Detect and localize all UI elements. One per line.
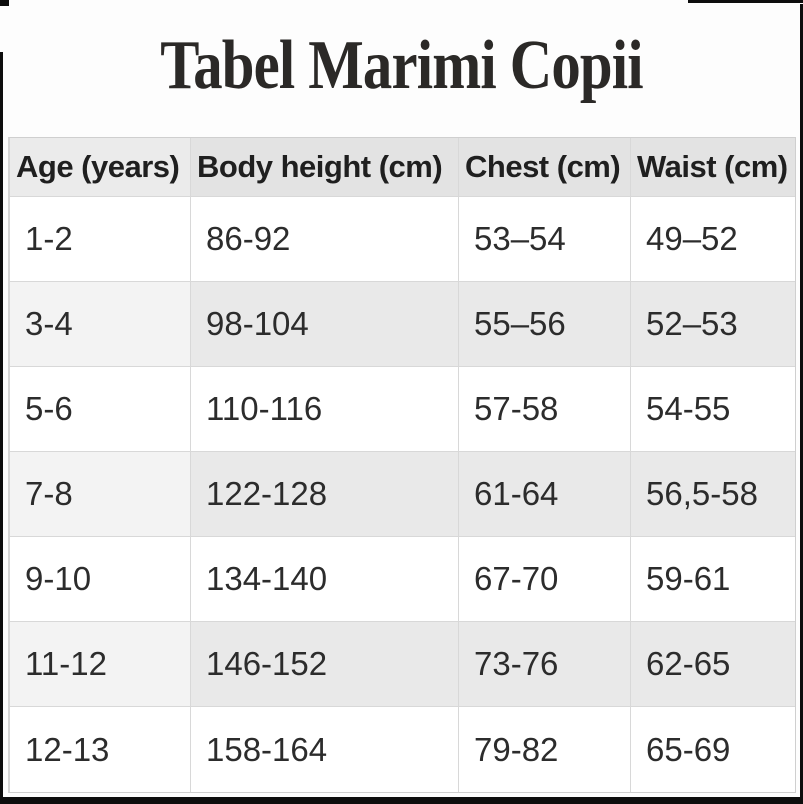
table-cell: 12-13 bbox=[10, 707, 191, 792]
table-cell: 11-12 bbox=[10, 622, 191, 707]
table-cell: 55–56 bbox=[459, 282, 631, 367]
table-cell: 54-55 bbox=[631, 367, 795, 452]
table-cell: 134-140 bbox=[191, 537, 459, 622]
table-cell: 67-70 bbox=[459, 537, 631, 622]
table-cell: 65-69 bbox=[631, 707, 795, 792]
table-cell: 79-82 bbox=[459, 707, 631, 792]
table-cell: 86-92 bbox=[191, 197, 459, 282]
table-cell: 62-65 bbox=[631, 622, 795, 707]
header-cell: Chest (cm) bbox=[459, 138, 631, 197]
table-cell: 122-128 bbox=[191, 452, 459, 537]
table-cell: 3-4 bbox=[10, 282, 191, 367]
table-cell: 98-104 bbox=[191, 282, 459, 367]
table-cell: 73-76 bbox=[459, 622, 631, 707]
table-cell: 146-152 bbox=[191, 622, 459, 707]
header-cell: Age (years) bbox=[10, 138, 191, 197]
table-cell: 52–53 bbox=[631, 282, 795, 367]
table-cell: 1-2 bbox=[10, 197, 191, 282]
photo-edge-corner bbox=[0, 0, 9, 6]
photo-edge-bottom bbox=[0, 797, 803, 804]
table-cell: 5-6 bbox=[10, 367, 191, 452]
table-cell: 53–54 bbox=[459, 197, 631, 282]
table-cell: 158-164 bbox=[191, 707, 459, 792]
photo-edge-top bbox=[688, 0, 803, 3]
table-cell: 7-8 bbox=[10, 452, 191, 537]
table-cell: 56,5-58 bbox=[631, 452, 795, 537]
page-title: Tabel Marimi Copii bbox=[160, 27, 643, 104]
table-cell: 110-116 bbox=[191, 367, 459, 452]
table-cell: 9-10 bbox=[10, 537, 191, 622]
table-cell: 49–52 bbox=[631, 197, 795, 282]
photo-edge-left bbox=[0, 52, 3, 804]
photo-edge-right bbox=[800, 4, 803, 804]
size-table: Age (years) Body height (cm) Chest (cm) Wai… bbox=[8, 137, 796, 793]
table-cell: 59-61 bbox=[631, 537, 795, 622]
table-cell: 61-64 bbox=[459, 452, 631, 537]
table-cell: 57-58 bbox=[459, 367, 631, 452]
header-cell: Waist (cm) bbox=[631, 138, 795, 197]
header-cell: Body height (cm) bbox=[191, 138, 459, 197]
